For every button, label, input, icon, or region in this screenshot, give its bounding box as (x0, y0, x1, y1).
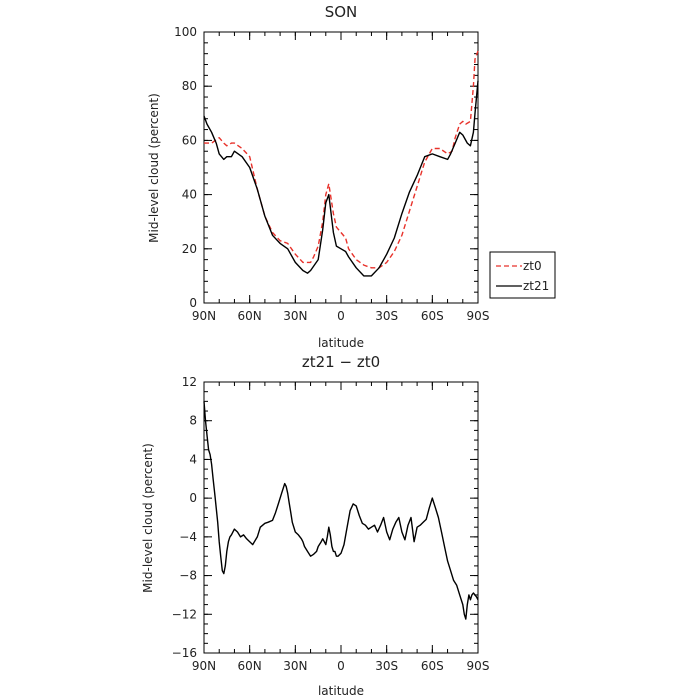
top-x-axis-label: latitude (318, 336, 364, 350)
top-plot-frame (203, 31, 479, 304)
y-tick-label: 12 (182, 375, 197, 389)
top-chart-title: SON (325, 3, 358, 21)
x-tick-label: 90S (467, 309, 490, 323)
bottom-x-axis-label: latitude (318, 684, 364, 698)
x-tick-label: 90N (192, 309, 216, 323)
bottom-panel: zt21 − zt0 latitude Mid-level cloud (per… (141, 353, 489, 698)
bottom-series-lines (203, 401, 479, 620)
y-tick-label: 0 (189, 296, 197, 310)
top-series-lines (203, 50, 479, 277)
top-panel: SON latitude Mid-level cloud (percent) 9… (147, 3, 489, 350)
y-tick-label: −8 (179, 569, 197, 583)
legend: zt0 zt21 (489, 251, 556, 299)
x-tick-label: 0 (337, 659, 345, 673)
x-tick-label: 60S (421, 309, 444, 323)
x-tick-label: 30S (375, 309, 398, 323)
y-tick-label: 0 (189, 491, 197, 505)
x-tick-label: 30N (283, 659, 307, 673)
y-tick-label: 4 (189, 452, 197, 466)
y-tick-label: −4 (179, 530, 197, 544)
bottom-plot-frame (203, 381, 479, 654)
y-tick-label: 20 (182, 242, 197, 256)
x-tick-label: 90N (192, 659, 216, 673)
x-tick-label: 30S (375, 659, 398, 673)
x-tick-label: 60N (238, 309, 262, 323)
y-tick-label: 60 (182, 133, 197, 147)
x-tick-label: 30N (283, 309, 307, 323)
series-line-zt0 (204, 50, 479, 269)
legend-box (489, 251, 556, 299)
y-tick-label: 100 (174, 25, 197, 39)
top-y-axis-label: Mid-level cloud (percent) (147, 93, 161, 243)
bottom-y-axis-label: Mid-level cloud (percent) (141, 443, 155, 593)
series-line-zt21 (203, 80, 479, 277)
x-tick-label: 90S (467, 659, 490, 673)
x-tick-label: 0 (337, 309, 345, 323)
y-tick-label: −16 (172, 646, 197, 660)
x-tick-label: 60N (238, 659, 262, 673)
legend-label-zt0: zt0 (523, 259, 542, 273)
x-tick-label: 60S (421, 659, 444, 673)
bottom-chart-title: zt21 − zt0 (302, 353, 380, 371)
y-tick-label: −12 (172, 607, 197, 621)
y-tick-label: 8 (189, 414, 197, 428)
y-tick-label: 40 (182, 188, 197, 202)
bottom-axis-ticks: 90N 60N 30N 0 30S 60S 90S −16 −12 −8 −4 0 4 8 12 (172, 375, 490, 673)
series-line-panel1-0 (203, 401, 479, 620)
top-axis-ticks: 90N 60N 30N 0 30S 60S 90S 0 20 40 60 80 100 (174, 25, 489, 323)
legend-label-zt21: zt21 (523, 279, 549, 293)
y-tick-label: 80 (182, 79, 197, 93)
